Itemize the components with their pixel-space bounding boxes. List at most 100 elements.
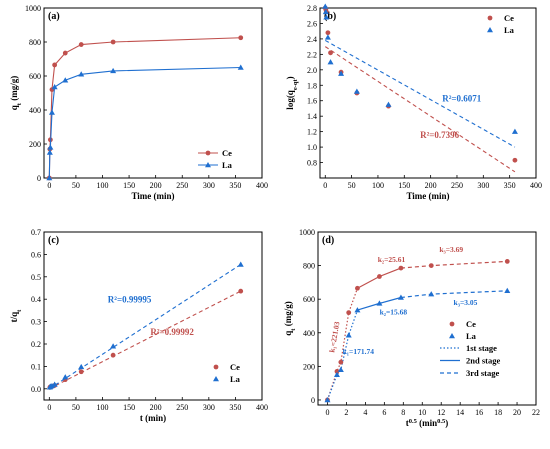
y-tick-label: 0.3 bbox=[31, 318, 41, 327]
plot-frame bbox=[43, 7, 263, 179]
x-axis-label: t0.5 (min0.5) bbox=[406, 418, 449, 429]
data-point-la bbox=[46, 149, 53, 155]
y-tick-label: 2.6 bbox=[307, 19, 317, 28]
x-tick-label: 350 bbox=[229, 181, 241, 190]
x-tick-label: 12 bbox=[437, 408, 445, 417]
data-point-ce bbox=[504, 258, 510, 264]
data-point-la bbox=[397, 294, 404, 300]
panel-a-qt-vs-time: 0 50 100 150 200 250 300 350 400 0 200 400 600 800 100… bbox=[9, 4, 268, 201]
data-point-la bbox=[78, 71, 85, 77]
y-tick-label: 0 bbox=[311, 396, 315, 405]
data-point-la bbox=[47, 144, 54, 150]
y-tick-label: 1000 bbox=[299, 228, 315, 237]
x-axis-label: Time (min) bbox=[131, 191, 174, 201]
data-point-ce bbox=[328, 50, 333, 56]
x-tick-label: 250 bbox=[451, 181, 463, 190]
annotation-label: k₃=3.69 bbox=[439, 245, 463, 254]
x-tick-label: 6 bbox=[382, 408, 386, 417]
legend-marker-la bbox=[487, 27, 493, 33]
data-point-la bbox=[323, 14, 330, 20]
plot-frame bbox=[319, 7, 537, 179]
panel-b-pseudo-first-order: 0 50 100 150 200 250 300 350 400 0.8 1.0 1.2 1.4 1.6 1… bbox=[285, 3, 542, 201]
stage-legend-label: 2nd stage bbox=[466, 356, 500, 366]
fit-line-la bbox=[324, 39, 516, 148]
y-tick-label: 0.1 bbox=[31, 362, 41, 371]
x-tick-label: 50 bbox=[348, 181, 356, 190]
x-tick-label: 350 bbox=[229, 403, 241, 412]
x-tick-label: 350 bbox=[504, 181, 516, 190]
data-point-la bbox=[51, 381, 58, 387]
stage-line-dashed bbox=[400, 290, 508, 299]
annotation-label: R²=0.99992 bbox=[150, 327, 194, 337]
x-axis-label: t (min) bbox=[140, 413, 166, 423]
data-point-la bbox=[237, 261, 244, 267]
x-tick-label: 100 bbox=[96, 181, 108, 190]
data-point-la bbox=[62, 77, 69, 83]
x-tick-label: 22 bbox=[532, 408, 540, 417]
x-tick-label: 8 bbox=[401, 408, 405, 417]
panel-label: (d) bbox=[322, 235, 334, 246]
data-point-ce bbox=[346, 310, 352, 316]
x-tick-label: 300 bbox=[477, 181, 489, 190]
legend-marker-ce bbox=[205, 150, 211, 156]
data-point-la bbox=[345, 332, 352, 338]
data-point-la bbox=[237, 64, 244, 70]
data-point-la bbox=[51, 84, 58, 90]
x-tick-label: 16 bbox=[475, 408, 483, 417]
data-point-ce bbox=[78, 369, 84, 375]
data-point-la bbox=[385, 101, 392, 107]
legend-label-ce: Ce bbox=[466, 319, 476, 329]
legend-label-la: La bbox=[222, 160, 233, 170]
annotation-label: k₁=171.74 bbox=[343, 347, 375, 356]
y-tick-label: 600 bbox=[303, 295, 315, 304]
panel-label: (c) bbox=[48, 235, 59, 246]
y-tick-label: 2.8 bbox=[307, 4, 317, 13]
data-point-la bbox=[324, 396, 331, 403]
x-tick-label: 50 bbox=[72, 403, 80, 412]
series-line-la bbox=[48, 66, 241, 179]
y-tick-label: 400 bbox=[303, 329, 315, 338]
legend-label-ce: Ce bbox=[504, 13, 514, 23]
data-point-la bbox=[428, 291, 435, 297]
x-axis-label: Time (min) bbox=[406, 191, 449, 201]
data-point-ce bbox=[512, 157, 518, 163]
data-point-la bbox=[327, 59, 334, 65]
y-tick-label: 1.6 bbox=[307, 97, 317, 106]
data-point-la bbox=[504, 287, 511, 294]
x-tick-label: 150 bbox=[123, 403, 135, 412]
y-tick-label: 1.8 bbox=[307, 81, 317, 90]
x-tick-label: 200 bbox=[150, 403, 162, 412]
data-point-la bbox=[48, 382, 55, 389]
legend-label-la: La bbox=[466, 331, 477, 341]
data-point-ce bbox=[338, 359, 344, 365]
legend-label-la: La bbox=[504, 25, 515, 35]
data-point-ce bbox=[325, 30, 331, 36]
x-tick-label: 400 bbox=[256, 181, 268, 190]
y-axis-label: log(qe-qt) bbox=[285, 76, 299, 109]
annotation-label: k₂=25.61 bbox=[378, 255, 406, 264]
x-tick-label: 150 bbox=[123, 181, 135, 190]
data-point-ce bbox=[377, 274, 382, 279]
stage-line-dotted bbox=[326, 288, 358, 401]
legend-marker-la bbox=[213, 376, 219, 382]
data-point-ce bbox=[428, 263, 434, 268]
fit-line-la bbox=[49, 264, 242, 390]
x-tick-label: 50 bbox=[72, 181, 80, 190]
y-tick-label: 0 bbox=[37, 174, 41, 183]
data-point-la bbox=[511, 128, 518, 134]
x-tick-label: 100 bbox=[96, 403, 108, 412]
data-point-ce bbox=[78, 42, 84, 47]
y-tick-label: 1.0 bbox=[307, 143, 317, 152]
panel-d-intraparticle-diffusion: 0 2 4 6 8 10 12 14 16 18 20 22 0 200 400 600 800 1000 t0.5… bbox=[283, 228, 540, 428]
x-tick-label: 200 bbox=[425, 181, 437, 190]
panel-label: (a) bbox=[48, 11, 60, 22]
data-point-ce bbox=[355, 285, 360, 291]
y-tick-label: 2.4 bbox=[307, 35, 317, 44]
x-tick-label: 4 bbox=[363, 408, 367, 417]
data-point-la bbox=[322, 3, 329, 9]
annotation-label: k₂=15.68 bbox=[380, 307, 408, 316]
legend-label-la: La bbox=[230, 374, 241, 384]
data-point-la bbox=[48, 109, 55, 115]
plot-frame bbox=[317, 231, 537, 406]
